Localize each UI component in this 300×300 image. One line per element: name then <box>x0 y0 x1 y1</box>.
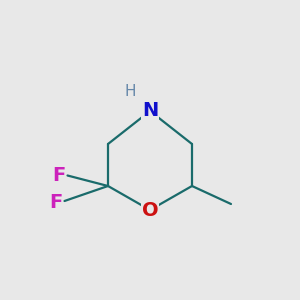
Text: F: F <box>52 166 65 185</box>
Text: O: O <box>142 200 158 220</box>
Text: H: H <box>125 84 136 99</box>
Text: N: N <box>142 101 158 121</box>
Text: F: F <box>49 193 62 212</box>
